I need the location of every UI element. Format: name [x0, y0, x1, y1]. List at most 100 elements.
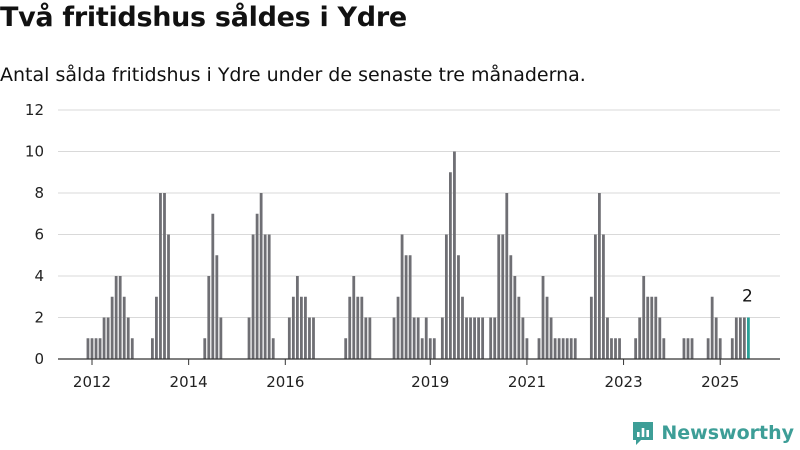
bar: [497, 234, 501, 359]
bar: [211, 213, 215, 359]
bar: [255, 213, 259, 359]
bar: [489, 317, 493, 359]
bar: [151, 338, 154, 359]
bar: [569, 338, 573, 359]
bar: [300, 296, 303, 359]
bar: [537, 338, 541, 359]
bar: [440, 317, 444, 359]
bar: [404, 255, 408, 359]
bar: [690, 338, 694, 359]
bar: [420, 338, 424, 359]
gridlines: [58, 109, 780, 318]
bar: [86, 338, 90, 359]
bar: [364, 317, 368, 359]
brand-name: Newsworthy: [661, 422, 794, 444]
x-tick-label: 2023: [604, 373, 642, 391]
bar: [114, 276, 118, 359]
bar: [432, 338, 436, 359]
bar: [473, 317, 476, 359]
bar: [642, 276, 646, 359]
bar: [203, 338, 207, 359]
bar: [610, 338, 613, 359]
bar: [606, 317, 609, 359]
bar: [360, 296, 364, 359]
bar: [408, 255, 412, 359]
bar: [505, 193, 509, 359]
bar: [396, 296, 400, 359]
y-tick-label: 0: [34, 350, 44, 368]
bar: [348, 296, 352, 359]
y-axis-ticks: 0 2 4 6 8 10 12: [25, 101, 44, 368]
bar: [207, 276, 211, 359]
bar: [650, 296, 654, 359]
bar: [215, 255, 219, 359]
bar: [251, 234, 255, 359]
bar: [553, 338, 557, 359]
bar: [106, 317, 110, 359]
bar: [561, 338, 565, 359]
bar: [465, 317, 468, 359]
bar: [710, 296, 714, 359]
bar: [295, 276, 299, 359]
bar: [589, 296, 593, 359]
bar: [461, 296, 464, 359]
bar: [352, 276, 356, 359]
bar: [457, 255, 460, 359]
y-tick-label: 4: [34, 267, 44, 285]
chart-title: Två fritidshus såldes i Ydre: [0, 2, 407, 33]
bar: [312, 317, 315, 359]
bar: [714, 317, 718, 359]
newsworthy-logo-icon: [633, 422, 654, 445]
bar: [304, 296, 307, 359]
bar: [517, 296, 521, 359]
bar: [521, 317, 525, 359]
y-tick-label: 8: [34, 184, 44, 202]
bar: [634, 338, 638, 359]
bar: [638, 317, 642, 359]
bar: [469, 317, 472, 359]
bar: [94, 338, 98, 359]
bar: [247, 317, 251, 359]
bar: [573, 338, 577, 359]
bar: [130, 338, 134, 359]
bar: [541, 276, 545, 359]
bar: [602, 234, 605, 359]
bar: [308, 317, 311, 359]
bar: [734, 317, 738, 359]
bars: [86, 151, 750, 359]
bar: [263, 234, 267, 359]
bar: [598, 193, 601, 359]
bar: [545, 296, 549, 359]
bar: [549, 317, 553, 359]
bar: [453, 151, 456, 359]
bar: [686, 338, 690, 359]
bar: [167, 234, 170, 359]
bar: [477, 317, 480, 359]
x-tick-label: 2019: [411, 373, 449, 391]
bar: [163, 193, 166, 359]
bar: [110, 296, 114, 359]
bar: [565, 338, 569, 359]
bar: [155, 296, 158, 359]
y-tick-label: 12: [25, 101, 44, 119]
x-tick-label: 2021: [508, 373, 546, 391]
bar: [682, 338, 686, 359]
bar: [730, 338, 734, 359]
bar: [291, 296, 295, 359]
bar: [449, 172, 452, 359]
bar: [593, 234, 597, 359]
bar: [271, 338, 275, 359]
brand-logo: Newsworthy: [631, 420, 794, 446]
bar-highlight: [747, 317, 750, 359]
bar: [481, 317, 485, 359]
bar: [658, 317, 662, 359]
bar: [557, 338, 561, 359]
bar: [118, 276, 122, 359]
bar: [646, 296, 650, 359]
bar: [98, 338, 102, 359]
bar: [259, 193, 263, 359]
bar: [102, 317, 106, 359]
bar: [424, 317, 428, 359]
y-tick-label: 2: [34, 309, 44, 327]
